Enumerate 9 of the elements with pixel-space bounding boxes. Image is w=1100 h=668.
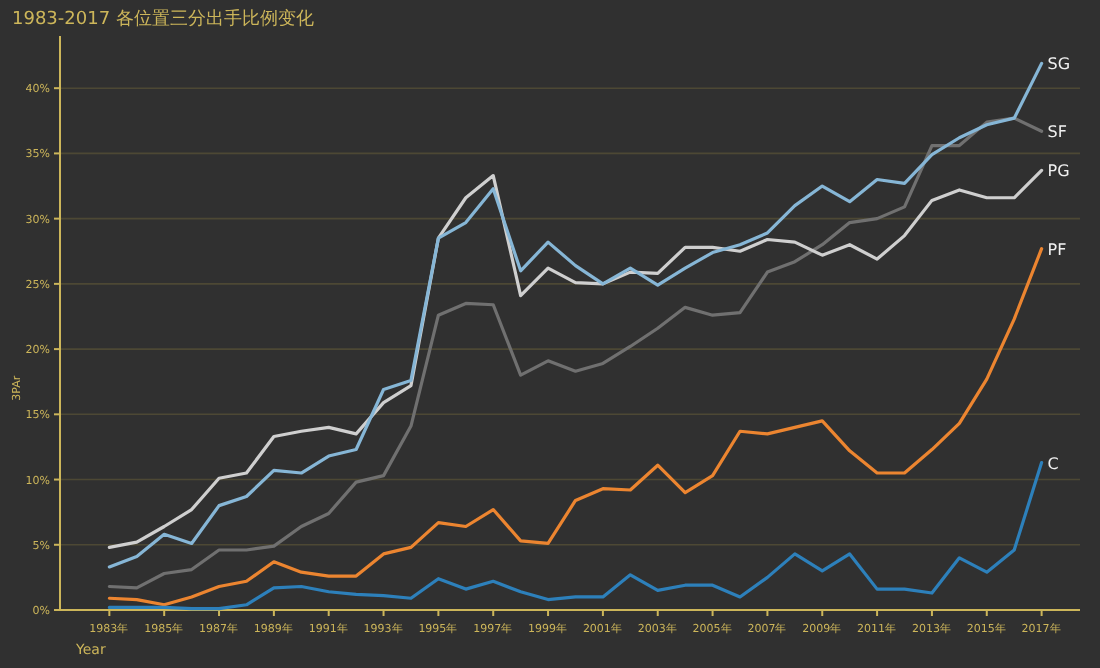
series-label: PG: [1047, 162, 1070, 181]
series-label: PF: [1047, 240, 1068, 259]
series-label: C: [1047, 454, 1060, 473]
line-series: [107, 168, 1044, 549]
line-series: [107, 247, 1044, 607]
series-label: SG: [1047, 55, 1071, 74]
series-label: SF: [1047, 123, 1068, 142]
line-series: [107, 460, 1044, 611]
chart-title: 1983-2017 各位置三分出手比例变化: [12, 8, 314, 30]
